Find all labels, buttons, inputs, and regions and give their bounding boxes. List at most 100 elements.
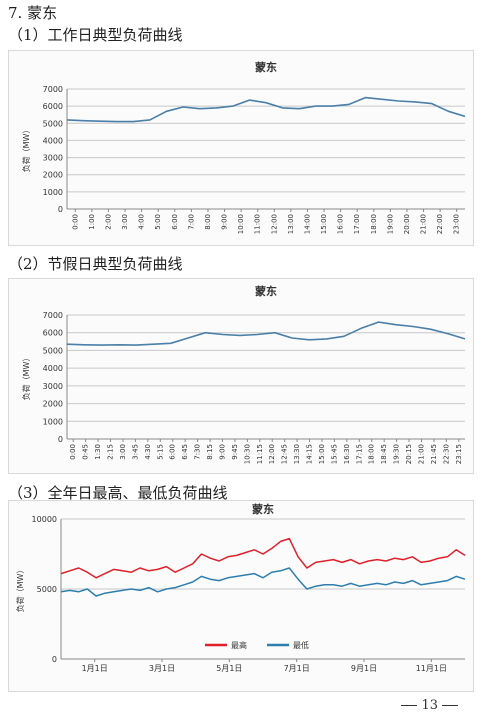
x-tick-label: 5:15 bbox=[156, 444, 164, 460]
series-line-1 bbox=[60, 567, 466, 597]
x-tick-label: 3:45 bbox=[131, 444, 139, 460]
x-tick-label: 23:15 bbox=[455, 444, 463, 464]
x-tick-label: 20:15 bbox=[405, 444, 413, 464]
subsection-1-label: （1）工作日典型负荷曲线 bbox=[8, 26, 183, 44]
series-line-0 bbox=[60, 537, 466, 579]
page-number-text: 13 bbox=[421, 698, 438, 713]
x-tick-label: 21:00 bbox=[420, 214, 428, 234]
holiday-chart-panel: 蒙东负荷（MW） 0 1000 2000 3000 4000 5000 6000 7000 0:0… bbox=[8, 278, 474, 474]
x-tick-label: 0:45 bbox=[82, 444, 90, 460]
x-tick-label: 9:45 bbox=[231, 444, 239, 460]
x-tick-label: 4:00 bbox=[138, 214, 146, 230]
x-tick-label: 12:45 bbox=[281, 444, 289, 464]
y-tick-label: 4000 bbox=[43, 136, 63, 145]
section-title: 7. 蒙东 bbox=[8, 4, 58, 22]
page-number: 13 bbox=[397, 698, 462, 713]
x-tick-label: 1:00 bbox=[88, 214, 96, 230]
y-tick-label: 6000 bbox=[43, 102, 63, 111]
y-tick-label: 5000 bbox=[37, 585, 57, 594]
x-tick-label: 3:00 bbox=[121, 214, 129, 230]
subsection-2-label: （2）节假日典型负荷曲线 bbox=[8, 255, 183, 273]
workday-chart-panel: 蒙东负荷（MW） 0 1000 2000 3000 4000 5000 6000 7000 0:0… bbox=[8, 50, 474, 246]
x-tick-label: 2:15 bbox=[107, 444, 115, 460]
x-tick-label: 20:00 bbox=[403, 214, 411, 234]
x-tick-label: 6:00 bbox=[169, 444, 177, 460]
x-tick-label: 9:00 bbox=[221, 214, 229, 230]
y-tick-label: 2000 bbox=[43, 171, 63, 180]
legend-label: 最高 bbox=[231, 640, 247, 650]
y-tick-label: 5000 bbox=[43, 119, 63, 128]
x-tick-label: 18:45 bbox=[380, 444, 388, 464]
legend-label: 最低 bbox=[293, 640, 309, 650]
x-tick-label: 17:15 bbox=[355, 444, 363, 464]
x-tick-label: 19:30 bbox=[393, 444, 401, 464]
x-tick-label: 5:00 bbox=[154, 214, 162, 230]
x-tick-label: 22:30 bbox=[442, 444, 450, 464]
x-tick-label: 12:00 bbox=[268, 444, 276, 464]
y-tick-label: 3000 bbox=[43, 382, 63, 391]
y-tick-label: 7000 bbox=[43, 311, 63, 320]
x-tick-label: 7:30 bbox=[194, 444, 202, 460]
x-tick-label: 0:00 bbox=[71, 214, 79, 230]
x-tick-label: 21:45 bbox=[430, 444, 438, 464]
x-tick-label: 8:00 bbox=[204, 214, 212, 230]
x-tick-label: 11:00 bbox=[254, 214, 262, 234]
x-tick-label: 6:45 bbox=[181, 444, 189, 460]
annual-chart-panel: 蒙东 负荷（MW） 0 5000 10000 1月1日 3月1日 5月1日 7月1日 9月1日 11… bbox=[8, 500, 474, 692]
series-line-0 bbox=[66, 321, 466, 346]
x-tick-label: 4:30 bbox=[144, 444, 152, 460]
y-tick-label: 5000 bbox=[43, 346, 63, 355]
x-tick-label: 19:00 bbox=[386, 214, 394, 234]
y-tick-label: 0 bbox=[58, 205, 63, 214]
x-tick-label: 13:00 bbox=[287, 214, 295, 234]
x-tick-label: 5月1日 bbox=[216, 664, 242, 673]
x-tick-label: 12:00 bbox=[270, 214, 278, 234]
y-axis-label: 负荷（MW） bbox=[21, 126, 31, 173]
x-tick-label: 7:00 bbox=[187, 214, 195, 230]
y-tick-label: 7000 bbox=[43, 85, 63, 94]
x-tick-label: 11:15 bbox=[256, 444, 264, 464]
x-tick-label: 18:00 bbox=[368, 444, 376, 464]
chart-title: 蒙东 bbox=[255, 284, 277, 298]
x-tick-label: 1:30 bbox=[94, 444, 102, 460]
x-tick-label: 22:00 bbox=[436, 214, 444, 234]
x-tick-label: 3月1日 bbox=[149, 664, 175, 673]
x-tick-label: 9:00 bbox=[218, 444, 226, 460]
y-tick-label: 6000 bbox=[43, 329, 63, 338]
x-tick-label: 16:30 bbox=[343, 444, 351, 464]
x-tick-label: 16:00 bbox=[337, 214, 345, 234]
y-tick-label: 0 bbox=[52, 655, 57, 664]
y-tick-label: 10000 bbox=[32, 515, 57, 524]
x-tick-label: 7月1日 bbox=[284, 664, 310, 673]
chart-title: 蒙东 bbox=[252, 502, 274, 516]
chart-title: 蒙东 bbox=[255, 60, 277, 74]
x-tick-label: 23:00 bbox=[453, 214, 461, 234]
x-tick-label: 13:30 bbox=[293, 444, 301, 464]
x-tick-label: 0:00 bbox=[69, 444, 77, 460]
x-tick-label: 15:00 bbox=[320, 214, 328, 234]
y-tick-label: 4000 bbox=[43, 364, 63, 373]
y-tick-label: 1000 bbox=[43, 188, 63, 197]
x-tick-label: 14:00 bbox=[303, 214, 311, 234]
x-tick-label: 1月1日 bbox=[82, 664, 108, 673]
x-tick-label: 3:00 bbox=[119, 444, 127, 460]
x-tick-label: 8:15 bbox=[206, 444, 214, 460]
x-tick-label: 15:00 bbox=[318, 444, 326, 464]
x-tick-label: 17:00 bbox=[353, 214, 361, 234]
y-tick-label: 1000 bbox=[43, 417, 63, 426]
y-tick-label: 2000 bbox=[43, 400, 63, 409]
x-tick-label: 18:00 bbox=[370, 214, 378, 234]
x-tick-label: 21:00 bbox=[417, 444, 425, 464]
subsection-3-label: （3）全年日最高、最低负荷曲线 bbox=[8, 484, 228, 502]
x-tick-label: 14:15 bbox=[306, 444, 314, 464]
x-tick-label: 10:30 bbox=[243, 444, 251, 464]
y-tick-label: 0 bbox=[58, 435, 63, 444]
x-tick-label: 2:00 bbox=[104, 214, 112, 230]
y-axis-label: 负荷（MW） bbox=[21, 354, 31, 401]
y-tick-label: 3000 bbox=[43, 154, 63, 163]
x-tick-label: 10:00 bbox=[237, 214, 245, 234]
series-line-0 bbox=[66, 96, 466, 123]
